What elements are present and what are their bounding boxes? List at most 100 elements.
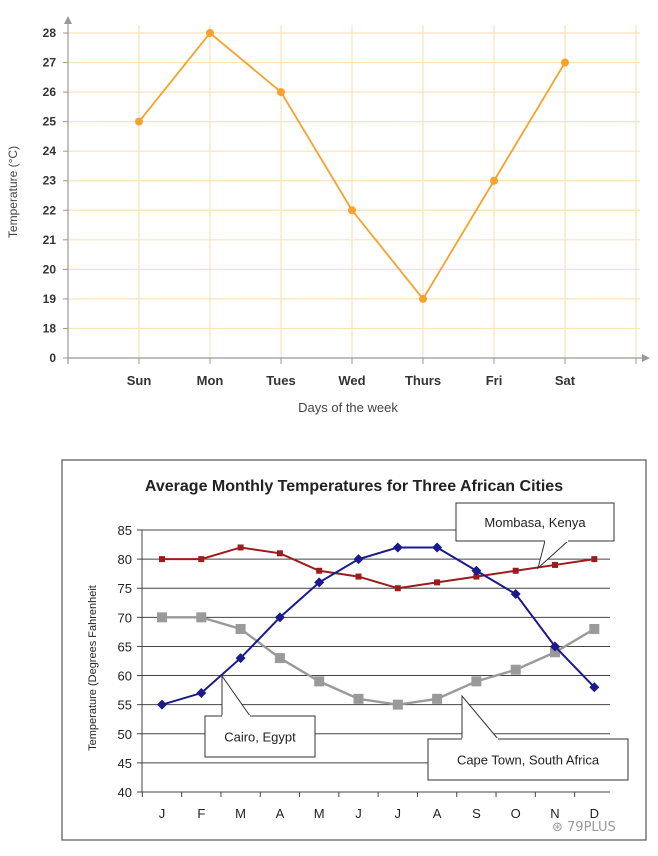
data-point-cairo	[314, 577, 325, 588]
x-tick-label: Mon	[197, 373, 224, 388]
y-tick-label: 45	[118, 756, 132, 771]
y-tick-label: 26	[43, 85, 57, 99]
y-tick-label: 85	[118, 523, 132, 538]
series-line-mombasa	[162, 546, 595, 590]
y-tick-label: 23	[43, 174, 57, 188]
x-tick-label: A	[433, 806, 442, 821]
x-tick-label: Sat	[555, 373, 576, 388]
data-point	[206, 29, 214, 37]
data-point-mombasa	[237, 544, 244, 551]
data-point-mombasa	[394, 585, 401, 592]
x-axis-title: Days of the week	[298, 400, 398, 415]
data-point-mombasa	[591, 556, 598, 563]
data-point-cairo	[274, 612, 285, 623]
data-point	[561, 58, 569, 67]
y-tick-label: 27	[43, 56, 57, 70]
monthly-temperature-chart: Average Monthly Temperatures for Three A…	[61, 459, 647, 841]
x-tick-label: Sun	[127, 373, 152, 388]
y-tick-label: 25	[43, 115, 57, 129]
series-line-cairo	[161, 546, 596, 706]
y-tick-label: 28	[43, 26, 57, 40]
y-tick-label: 75	[118, 581, 132, 596]
data-point-cairo	[589, 682, 600, 693]
x-tick-label: F	[197, 806, 205, 821]
data-point-cape-town	[392, 699, 403, 710]
data-point-cairo	[432, 542, 443, 553]
y-tick-label: 19	[43, 292, 57, 306]
data-point-cairo	[353, 554, 364, 565]
y-tick-label: 40	[118, 785, 132, 800]
y-tick-label: 21	[43, 233, 57, 247]
x-tick-label: A	[276, 806, 285, 821]
data-point-cape-town	[510, 664, 521, 675]
y-axis-title: Temperature (°C)	[6, 146, 20, 238]
y-tick-label: 20	[43, 262, 57, 276]
callout-box	[427, 738, 629, 781]
y-tick-label: 60	[118, 669, 132, 684]
y-tick-label: 22	[43, 203, 57, 217]
data-point-cape-town	[196, 612, 207, 623]
watermark: ⊛ 79PLUS	[552, 820, 616, 835]
data-point-cairo	[157, 699, 167, 710]
x-tick-label: O	[511, 806, 521, 821]
y-tick-label: 65	[118, 639, 132, 654]
data-point-cairo	[550, 641, 560, 652]
data-point-mombasa	[276, 550, 283, 557]
x-axis-arrow	[642, 354, 650, 362]
data-point-cape-town	[471, 676, 482, 687]
data-point-cairo	[510, 589, 521, 600]
y-tick-label: 50	[118, 727, 132, 742]
x-tick-label: S	[472, 806, 481, 821]
x-tick-label: D	[590, 806, 599, 821]
data-point-mombasa	[473, 573, 480, 580]
x-tick-label: Wed	[338, 373, 365, 388]
data-point-cairo	[235, 653, 246, 664]
data-point-mombasa	[434, 579, 441, 586]
series-label: Cape Town, South Africa	[457, 753, 600, 768]
x-tick-label: N	[550, 806, 559, 821]
data-point-mombasa	[512, 567, 519, 574]
data-point-cairo	[196, 688, 207, 699]
x-tick-label: Fri	[486, 373, 503, 388]
y-tick-label: 55	[118, 698, 132, 713]
series-label: Cairo, Egypt	[224, 730, 296, 745]
data-point-cape-town	[314, 676, 325, 687]
data-point-cape-town	[589, 623, 600, 634]
data-point	[419, 294, 427, 303]
x-tick-label: Tues	[266, 373, 295, 388]
data-point-cape-town	[353, 693, 364, 704]
y-tick-label: 18	[43, 321, 57, 335]
data-point-mombasa	[355, 573, 362, 580]
x-tick-label: J	[395, 806, 402, 821]
callout-box	[204, 715, 316, 758]
callout-box	[455, 502, 615, 542]
daily-temperature-chart: 0 18 19 20 21 22 23 24 25 26 27 28 Sun Mon Tues Wed Thur…	[6, 16, 650, 415]
data-point-cape-town	[274, 653, 285, 664]
series-label: Mombasa, Kenya	[484, 515, 586, 530]
x-tick-label: M	[314, 806, 325, 821]
data-point-mombasa	[552, 561, 558, 568]
data-point-mombasa	[159, 556, 165, 563]
x-tick-label: Thurs	[405, 373, 441, 388]
y-tick-label: 70	[118, 610, 132, 625]
data-point	[490, 176, 498, 185]
data-point	[277, 88, 285, 97]
chart-title: Average Monthly Temperatures for Three A…	[145, 478, 563, 495]
x-tick-label: J	[159, 806, 166, 821]
y-tick-label: 24	[43, 144, 57, 158]
y-tick-label: 0	[49, 351, 56, 365]
data-point-cape-town	[235, 623, 246, 634]
data-point-cairo	[471, 565, 482, 576]
y-axis-title: Temperature (Degrees Fahrenheit	[87, 585, 99, 751]
data-point-cape-town	[550, 647, 560, 658]
x-tick-label: J	[355, 806, 362, 821]
data-point-cairo	[392, 542, 403, 553]
y-axis-arrow	[64, 16, 72, 24]
y-tick-label: 80	[118, 552, 132, 567]
data-point	[135, 117, 143, 126]
x-tick-label: M	[235, 806, 246, 821]
data-point-cape-town	[432, 693, 443, 704]
data-point-mombasa	[198, 556, 205, 563]
data-point-mombasa	[316, 567, 323, 574]
series-line-cape-town	[162, 616, 595, 706]
